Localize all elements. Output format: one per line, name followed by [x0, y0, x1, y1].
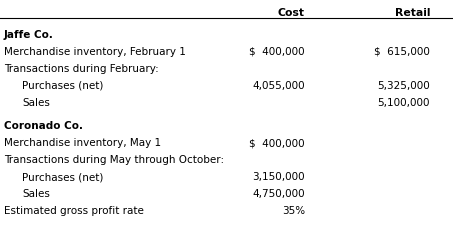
- Text: $  400,000: $ 400,000: [249, 47, 305, 57]
- Text: Sales: Sales: [22, 189, 50, 199]
- Text: Transactions during May through October:: Transactions during May through October:: [4, 155, 224, 165]
- Text: Transactions during February:: Transactions during February:: [4, 64, 159, 74]
- Text: Cost: Cost: [278, 8, 305, 18]
- Text: $  400,000: $ 400,000: [249, 138, 305, 148]
- Text: Purchases (net): Purchases (net): [22, 81, 103, 91]
- Text: Purchases (net): Purchases (net): [22, 172, 103, 182]
- Text: Coronado Co.: Coronado Co.: [4, 121, 83, 131]
- Text: 3,150,000: 3,150,000: [252, 172, 305, 182]
- Text: Jaffe Co.: Jaffe Co.: [4, 30, 54, 40]
- Text: 5,325,000: 5,325,000: [377, 81, 430, 91]
- Text: 4,055,000: 4,055,000: [252, 81, 305, 91]
- Text: 5,100,000: 5,100,000: [377, 98, 430, 108]
- Text: Merchandise inventory, February 1: Merchandise inventory, February 1: [4, 47, 186, 57]
- Text: $  615,000: $ 615,000: [374, 47, 430, 57]
- Text: Estimated gross profit rate: Estimated gross profit rate: [4, 206, 144, 216]
- Text: 35%: 35%: [282, 206, 305, 216]
- Text: 4,750,000: 4,750,000: [252, 189, 305, 199]
- Text: Sales: Sales: [22, 98, 50, 108]
- Text: Merchandise inventory, May 1: Merchandise inventory, May 1: [4, 138, 161, 148]
- Text: Retail: Retail: [395, 8, 430, 18]
